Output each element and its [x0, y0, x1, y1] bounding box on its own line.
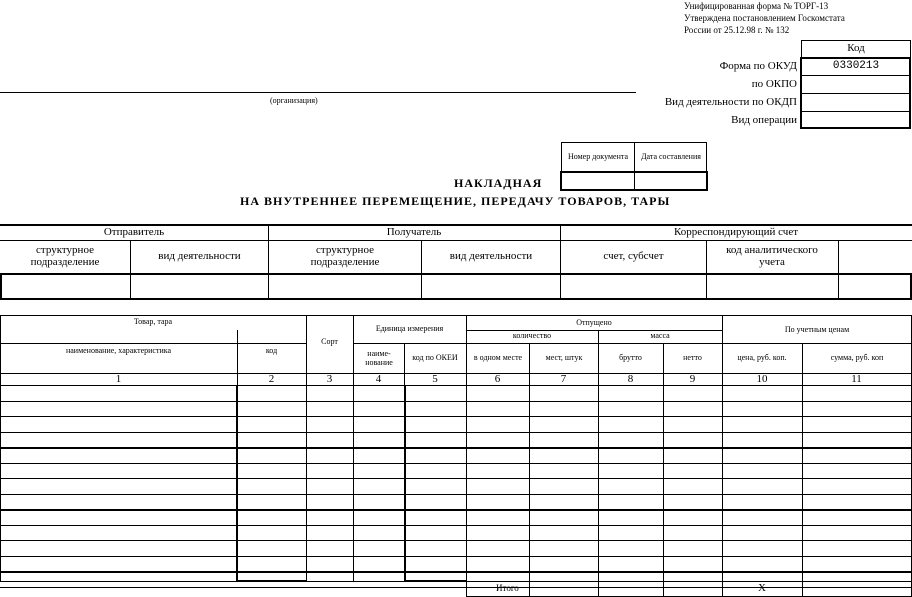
column-number-cell: 2: [268, 372, 275, 385]
quantity-header: количество: [512, 331, 552, 341]
gross-header: брутто: [619, 353, 642, 363]
title-line2: НА ВНУТРЕННЕЕ ПЕРЕМЕЩЕНИЕ, ПЕРЕДАЧУ ТОВА…: [240, 194, 671, 208]
table-row[interactable]: [0, 432, 912, 433]
doc-date-label: Дата составления: [641, 151, 701, 161]
receiver-header: Получатель: [386, 226, 442, 239]
okud-label: Форма по ОКУД: [719, 60, 797, 72]
column-number-cell: 10: [756, 372, 768, 385]
sender-activity-field[interactable]: [131, 275, 268, 297]
title-line1: НАКЛАДНАЯ: [454, 176, 543, 190]
doc-date-field[interactable]: [636, 173, 706, 189]
column-number-cell: 8: [627, 372, 634, 385]
operation-code-field[interactable]: [801, 112, 911, 129]
table-row[interactable]: [0, 494, 912, 495]
okdp-label: Вид деятельности по ОКДП: [664, 96, 797, 108]
column-number-cell: 11: [851, 372, 862, 385]
column-number-cell: 1: [115, 372, 122, 385]
okpo-code-field[interactable]: [801, 76, 911, 93]
goods-tare-header: Товар, тара: [133, 317, 173, 327]
sender-unit-field[interactable]: [2, 275, 130, 297]
in-one-place-header: в одном месте: [473, 353, 523, 363]
organization-caption: (организация): [270, 96, 318, 105]
released-header: Отпущено: [576, 317, 612, 327]
analytic-code-label: код аналитического учета: [726, 244, 818, 268]
table-row[interactable]: [0, 416, 912, 417]
grade-header: Сорт: [321, 337, 338, 347]
sender-activity-label: вид деятельности: [158, 250, 241, 263]
operation-label: Вид операции: [731, 114, 797, 126]
receiver-activity-label: вид деятельности: [449, 250, 533, 263]
receiver-unit-field[interactable]: [269, 275, 421, 297]
okei-header: код по ОКЕИ: [412, 353, 458, 363]
table-row[interactable]: [0, 571, 912, 573]
net-header: нетто: [683, 353, 702, 363]
column-number-cell: 3: [326, 372, 333, 385]
table-row[interactable]: [0, 525, 912, 526]
mass-header: масса: [650, 331, 670, 341]
by-prices-header: По учетным ценам: [784, 324, 850, 334]
form-reference-line3: России от 25.12.98 г. № 132: [684, 25, 790, 35]
form-reference-line1: Унифицированная форма № ТОРГ-13: [684, 1, 829, 11]
corr-account-header: Корреспондирующий счет: [673, 226, 799, 239]
account-label: счет, субсчет: [603, 250, 664, 263]
form-reference-line2: Утверждена постановлением Госкомстата: [684, 13, 845, 23]
table-bottom-border: [0, 581, 912, 582]
unit-name-header: наиме-нование: [365, 349, 393, 367]
analytic-code-field[interactable]: [707, 275, 838, 297]
column-number-cell: 4: [375, 372, 382, 385]
sender-unit-label: структурное подразделение: [30, 244, 100, 268]
column-number-cell: 9: [689, 372, 696, 385]
table-row[interactable]: [0, 478, 912, 479]
okdp-code-field[interactable]: [801, 94, 911, 111]
column-number-cell: 5: [432, 372, 438, 385]
receiver-activity-field[interactable]: [422, 275, 560, 297]
account-field[interactable]: [561, 275, 706, 297]
sum-header: сумма, руб. коп: [830, 353, 884, 363]
places-pcs-header: мест, штук: [545, 353, 583, 363]
receiver-unit-label: структурное подразделение: [310, 244, 380, 268]
column-number-cell: 7: [560, 372, 567, 385]
table-row[interactable]: [0, 447, 912, 449]
total-x-mark: X: [758, 582, 766, 595]
price-header: цена, руб. коп.: [737, 353, 787, 363]
doc-number-field[interactable]: [562, 173, 633, 189]
table-row[interactable]: [0, 587, 912, 588]
code-header: код: [265, 346, 278, 356]
table-row[interactable]: [0, 463, 912, 464]
okud-code-value[interactable]: 0330213: [832, 60, 880, 73]
table-row[interactable]: [0, 401, 912, 402]
name-desc-header: наименование, характеристика: [65, 346, 172, 356]
unit-header: Единица измерения: [375, 324, 444, 334]
sender-header: Отправитель: [103, 226, 165, 239]
total-label: Итого: [496, 583, 519, 593]
organization-line[interactable]: [0, 92, 636, 93]
okpo-label: по ОКПО: [751, 78, 797, 90]
table-row[interactable]: [0, 540, 912, 541]
table-row[interactable]: [0, 556, 912, 557]
kod-label: Код: [847, 42, 865, 55]
doc-number-label: Номер документа: [567, 151, 628, 161]
column-number-cell: 6: [494, 372, 501, 385]
table-row[interactable]: [0, 509, 912, 511]
